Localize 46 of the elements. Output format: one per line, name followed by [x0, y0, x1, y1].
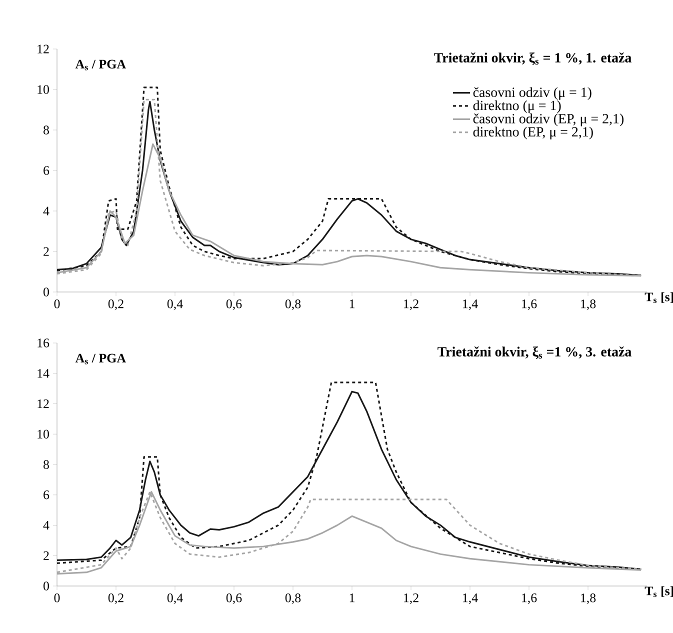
- y-tick-label: 12: [38, 399, 49, 408]
- y-tick-label: 6: [44, 166, 50, 175]
- y-tick-label: 4: [43, 520, 50, 530]
- x-tick-label: 0: [54, 300, 60, 308]
- x-tick-label: 0,6: [226, 300, 242, 310]
- legend-label: časovni odziv (EP, μ = 2,1): [473, 114, 624, 126]
- x-tick-label: 0,2: [108, 594, 124, 604]
- legend-label: direktno (EP, μ = 2,1): [473, 126, 593, 140]
- y-axis-title: A$_{s}$ / PGA: [75, 354, 126, 364]
- x-tick-label: 1: [350, 594, 354, 602]
- x-tick-label: 0,2: [108, 300, 124, 310]
- x-tick-label: 1,4: [463, 300, 478, 310]
- x-tick-label: 0,8: [285, 300, 301, 310]
- y-tick-label: 0: [44, 582, 49, 590]
- y-tick-label: 8: [44, 126, 49, 134]
- x-axis-title: T$_{s}$ [s]: [644, 292, 673, 304]
- y-tick-label: 14: [38, 369, 50, 378]
- chart-title: Trietažni okvir, ξ$_{s}$ =1 %, 3. etaža: [438, 346, 632, 360]
- y-tick-label: 2: [44, 551, 49, 560]
- y-tick-label: 10: [38, 430, 49, 438]
- x-tick-label: 0: [54, 594, 60, 602]
- chart-title: Trietažni okvir, ξ$_{s}$ = 1 %, 1. etaža: [434, 52, 632, 66]
- x-tick-label: 0,8: [285, 594, 301, 604]
- x-axis-title: T$_{s}$ [s]: [644, 586, 673, 598]
- y-tick-label: 10: [38, 85, 49, 94]
- y-axis-title: A$_{s}$ / PGA: [75, 60, 126, 70]
- x-tick-label: 1,8: [581, 300, 596, 310]
- x-tick-label: 1,6: [522, 594, 537, 604]
- x-tick-label: 1,8: [581, 594, 596, 604]
- y-tick-label: 16: [38, 338, 50, 348]
- y-tick-label: 8: [44, 460, 49, 469]
- x-tick-label: 0,4: [167, 594, 183, 604]
- y-tick-label: 6: [44, 490, 50, 500]
- x-tick-label: 1,2: [404, 300, 418, 310]
- x-tick-label: 1,2: [404, 594, 418, 604]
- x-tick-label: 1: [350, 300, 354, 308]
- legend-label: časovni odziv (μ = 1): [473, 87, 592, 100]
- y-tick-label: 12: [38, 44, 49, 54]
- x-tick-label: 0,4: [167, 300, 183, 310]
- x-tick-label: 1,6: [522, 300, 537, 310]
- y-tick-label: 4: [43, 206, 50, 216]
- y-tick-label: 2: [44, 247, 49, 256]
- y-tick-label: 0: [44, 288, 49, 296]
- x-tick-label: 1,4: [463, 594, 478, 604]
- x-tick-label: 0,6: [226, 594, 242, 604]
- legend-label: direktno (μ = 1): [473, 100, 561, 114]
